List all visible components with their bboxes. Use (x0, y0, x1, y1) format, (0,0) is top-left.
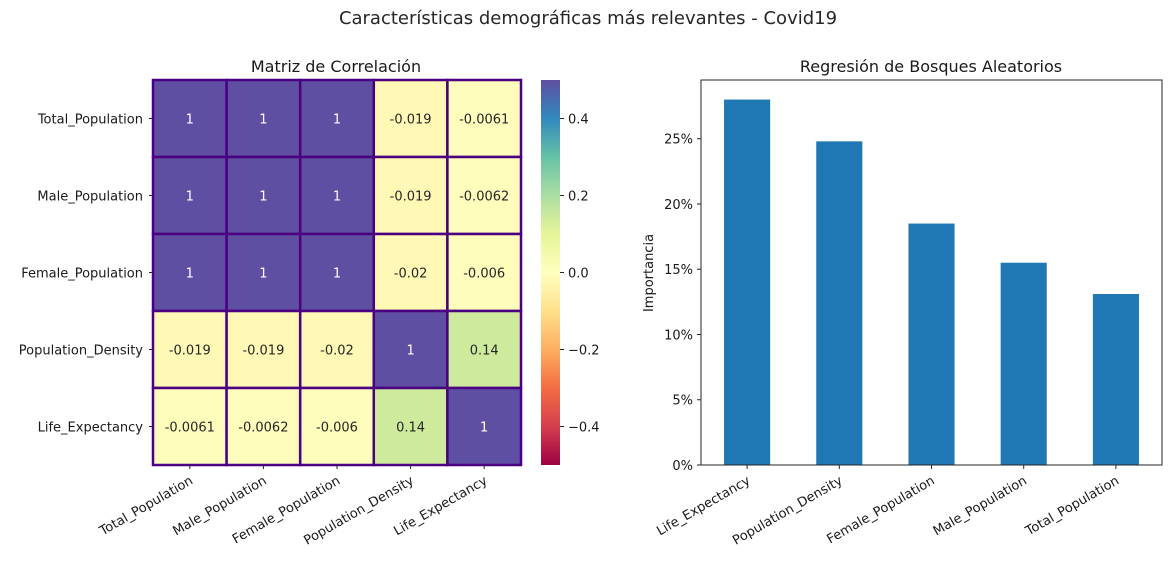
heatmap-cell-label: -0.019 (390, 190, 432, 205)
heatmap-cell-label: -0.0061 (165, 421, 215, 436)
heatmap-cell (372, 386, 449, 467)
heatmap-cell-label: -0.006 (463, 267, 505, 282)
heatmap-cell-label: -0.02 (320, 344, 354, 359)
heatmap-cell-label: 1 (333, 190, 341, 205)
heatmap-cell-label: 1 (259, 113, 267, 128)
heatmap-cell-label: -0.0061 (459, 113, 509, 128)
heatmap-cell-label: 1 (259, 267, 267, 282)
heatmap-cell-label: -0.02 (394, 267, 428, 282)
colorbar-tick-label: −0.2 (568, 344, 600, 359)
bar-y-tick-label: 5% (672, 394, 693, 409)
heatmap-cell (298, 155, 376, 236)
bar-x-tick-label: Life_Expectancy (654, 473, 753, 539)
heatmap-y-tick-label: Population_Density (19, 344, 144, 359)
bar-chart-bars (724, 99, 1139, 466)
bar-x-tick-label: Total_Population (1022, 473, 1121, 539)
colorbar-tick-label: −0.4 (568, 421, 600, 436)
heatmap-cell-label: 0.14 (396, 421, 425, 436)
heatmap-cell-label: -0.019 (390, 113, 432, 128)
heatmap-cell-label: -0.019 (242, 344, 284, 359)
heatmap-cell-label: -0.0062 (459, 190, 509, 205)
heatmap-cell (372, 232, 449, 313)
bar-y-tick-label: 0% (672, 459, 693, 474)
heatmap-cell (446, 232, 523, 313)
heatmap-cell (372, 155, 449, 236)
heatmap-y-tick-label: Male_Population (37, 190, 143, 205)
heatmap-cell (151, 232, 228, 313)
heatmap-cell-label: 1 (333, 113, 341, 128)
heatmap-title: Matriz de Correlación (251, 57, 421, 76)
heatmap-cell-label: 1 (406, 344, 414, 359)
colorbar: 0.4 0.2 0.0 −0.2 −0.4 (541, 80, 600, 465)
heatmap-cell-label: -0.006 (316, 421, 358, 436)
bar (724, 99, 771, 466)
heatmap-cell-label: 1 (186, 267, 194, 282)
colorbar-tick-label: 0.0 (568, 267, 589, 282)
heatmap-cell-label: 1 (259, 190, 267, 205)
heatmap-y-tick-label: Total_Population (37, 113, 143, 128)
bar (1000, 262, 1047, 465)
heatmap-cell-label: 1 (333, 267, 341, 282)
colorbar-gradient (541, 80, 560, 465)
colorbar-tick-label: 0.4 (568, 113, 589, 128)
bar-chart-y-axis-label: Importancia (642, 234, 657, 312)
bar-panel: Regresión de Bosques Aleatorios Importan… (642, 57, 1163, 549)
bar-x-tick-label: Male_Population (931, 473, 1030, 539)
bar-y-tick-label: 25% (664, 133, 693, 148)
bar-y-tick-label: 10% (664, 328, 693, 343)
heatmap-cell (298, 309, 376, 390)
heatmap-cell (298, 232, 376, 313)
heatmap-cell-label: 1 (186, 190, 194, 205)
heatmap-cell-label: -0.0062 (238, 421, 288, 436)
bar-y-tick-label: 15% (664, 263, 693, 278)
heatmap-y-tick-label: Life_Expectancy (38, 421, 144, 436)
bar (816, 141, 863, 465)
bar (1092, 294, 1139, 465)
heatmap-cell-label: 0.14 (470, 344, 499, 359)
heatmap-y-tick-label: Female_Population (21, 267, 143, 282)
heatmap-cell-label: -0.019 (169, 344, 211, 359)
heatmap-cell-label: 1 (186, 113, 194, 128)
figure-suptitle: Características demográficas más relevan… (338, 8, 838, 29)
heatmap-cell (446, 309, 523, 390)
bar (908, 223, 955, 465)
colorbar-tick-label: 0.2 (568, 190, 589, 205)
heatmap-x-tick-labels: Total_PopulationMale_PopulationFemale_Po… (96, 465, 490, 549)
bar-chart-title: Regresión de Bosques Aleatorios (800, 57, 1062, 76)
heatmap-cell (446, 386, 523, 467)
heatmap-cell (225, 155, 302, 236)
heatmap-y-tick-labels: Total_Population Male_Population Female_Po… (19, 113, 153, 436)
heatmap-cell-label: 1 (480, 421, 488, 436)
heatmap-cell (372, 309, 449, 390)
bar-y-tick-label: 20% (664, 198, 693, 213)
